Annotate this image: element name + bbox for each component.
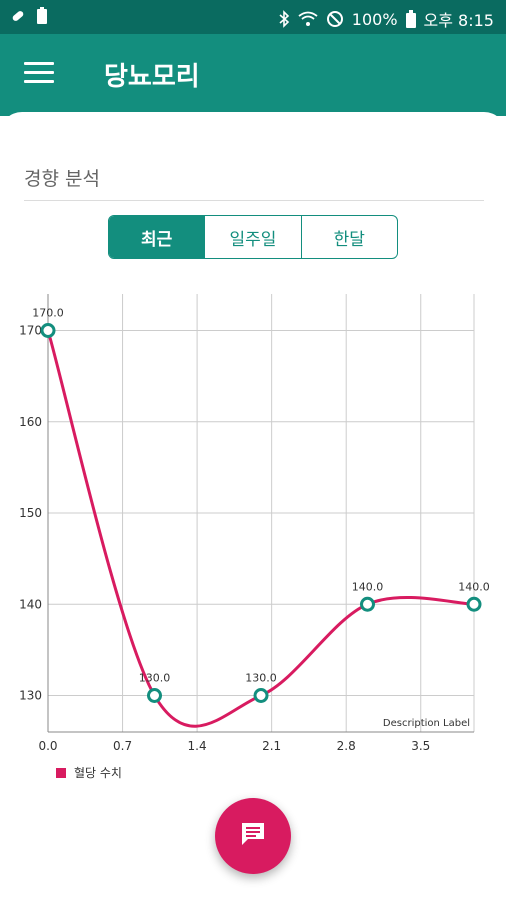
- chart-description: Description Label: [383, 718, 470, 729]
- x-tick-label: 0.7: [113, 739, 132, 753]
- data-label: 130.0: [139, 672, 171, 685]
- data-point: [360, 596, 375, 612]
- battery-saver-icon: [36, 7, 48, 25]
- data-label: 140.0: [352, 580, 384, 593]
- status-bar: 100% 오후 8:15: [0, 0, 506, 34]
- data-point: [466, 596, 482, 612]
- battery-percent: 100%: [351, 9, 398, 29]
- tab-recent[interactable]: 최근: [109, 216, 206, 258]
- x-tick-label: 0.0: [38, 739, 57, 753]
- data-label: 170.0: [32, 307, 64, 320]
- bluetooth-icon: [278, 10, 290, 28]
- x-tick-label: 2.8: [337, 739, 356, 753]
- section-title: 경향 분석: [24, 168, 100, 190]
- data-point: [147, 688, 162, 703]
- series-line: [46, 330, 475, 728]
- tab-month[interactable]: 한달: [333, 229, 365, 250]
- y-tick-label: 160: [19, 415, 42, 429]
- y-tick-label: 130: [19, 689, 42, 703]
- wifi-icon: [298, 11, 318, 27]
- y-tick-label: 150: [19, 506, 42, 520]
- content-card: 경향 분석 최근 일주일 한달 0.0 0.7 1.4 2.1 2.8 3.5 130 140…: [0, 112, 506, 900]
- app-bar: 당뇨모리: [0, 34, 506, 116]
- data-point: [253, 688, 269, 703]
- message-icon: [238, 819, 268, 853]
- x-tick-label: 2.1: [262, 739, 281, 753]
- data-label: 130.0: [245, 672, 277, 685]
- y-tick-label: 170: [19, 324, 42, 338]
- chart-legend: 혈당 수치: [56, 764, 122, 781]
- clock: 오후 8:15: [423, 11, 494, 30]
- data-label: 140.0: [458, 580, 490, 593]
- x-tick-label: 3.5: [411, 739, 430, 753]
- menu-icon[interactable]: [24, 62, 54, 84]
- legend-label: 혈당 수치: [74, 766, 122, 780]
- tab-week[interactable]: 일주일: [205, 216, 302, 258]
- line-chart: 0.0 0.7 1.4 2.1 2.8 3.5 130 140 150 160 170 Descrip…: [19, 294, 490, 753]
- legend-swatch: [56, 767, 66, 778]
- period-tabs: 최근 일주일 한달: [108, 215, 398, 259]
- data-point: [40, 323, 56, 338]
- chat-button[interactable]: [215, 798, 291, 874]
- do-not-disturb-icon: [326, 10, 344, 28]
- pill-icon: [10, 8, 26, 24]
- x-tick-label: 1.4: [188, 739, 207, 753]
- app-title: 당뇨모리: [104, 62, 200, 92]
- battery-icon: [405, 10, 416, 28]
- divider: [24, 200, 484, 201]
- y-tick-label: 140: [19, 597, 42, 611]
